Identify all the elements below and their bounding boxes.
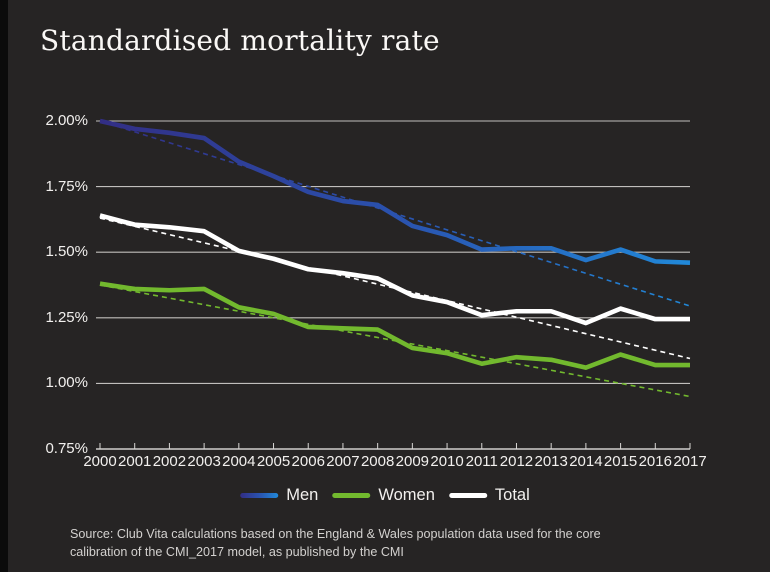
x-tick-label: 2013 [534, 453, 568, 470]
source-note-line2: calibration of the CMI_2017 model, as pu… [70, 545, 404, 560]
x-tick-label: 2000 [83, 453, 117, 470]
x-tick-label: 2011 [465, 453, 498, 470]
y-tick-label: 2.00% [45, 112, 88, 129]
x-tick-label: 2005 [256, 453, 291, 470]
legend-label-total: Total [494, 486, 530, 504]
x-tick-label: 2009 [395, 453, 430, 470]
total-trend-line [99, 217, 691, 360]
x-tick-label: 2012 [499, 453, 534, 470]
source-note: Source: Club Vita calculations based on … [70, 525, 601, 562]
x-tick-label: 2001 [118, 453, 152, 470]
y-tick-label: 1.25% [45, 308, 88, 326]
total-line [99, 213, 690, 326]
source-note-line1: Source: Club Vita calculations based on … [70, 527, 601, 541]
x-tick-label: 2004 [222, 453, 256, 470]
x-tick-label: 2007 [326, 453, 360, 470]
legend-label-women: Women [378, 486, 435, 504]
women-line-swatch [332, 493, 371, 498]
total-line-swatch [448, 493, 487, 498]
x-tick-label: 2003 [187, 453, 221, 470]
x-tick-label: 2017 [673, 453, 707, 470]
x-tick-label: 2008 [360, 453, 395, 470]
x-tick-label: 2002 [152, 453, 187, 470]
men-line [99, 118, 691, 265]
legend-item-total: Total [448, 486, 530, 505]
y-tick-label: 1.50% [45, 243, 88, 261]
chart-legend: Men Women Total [240, 486, 530, 505]
chart-title: Standardised mortality rate [40, 24, 440, 57]
men-line-swatch [240, 493, 279, 498]
x-tick-label: 2010 [430, 453, 464, 470]
left-edge-bar [0, 0, 8, 572]
x-tick-label: 2006 [291, 453, 325, 470]
y-tick-label: 1.75% [45, 177, 88, 195]
y-tick-label: 0.75% [45, 440, 88, 457]
women-line [99, 281, 690, 370]
legend-item-women: Women [332, 486, 435, 505]
x-tick-label: 2014 [569, 453, 603, 470]
x-tick-label: 2015 [603, 453, 638, 470]
x-tick-label: 2016 [638, 453, 672, 470]
legend-label-men: Men [286, 486, 319, 504]
legend-item-men: Men [240, 486, 318, 505]
y-tick-label: 1.00% [45, 374, 88, 392]
